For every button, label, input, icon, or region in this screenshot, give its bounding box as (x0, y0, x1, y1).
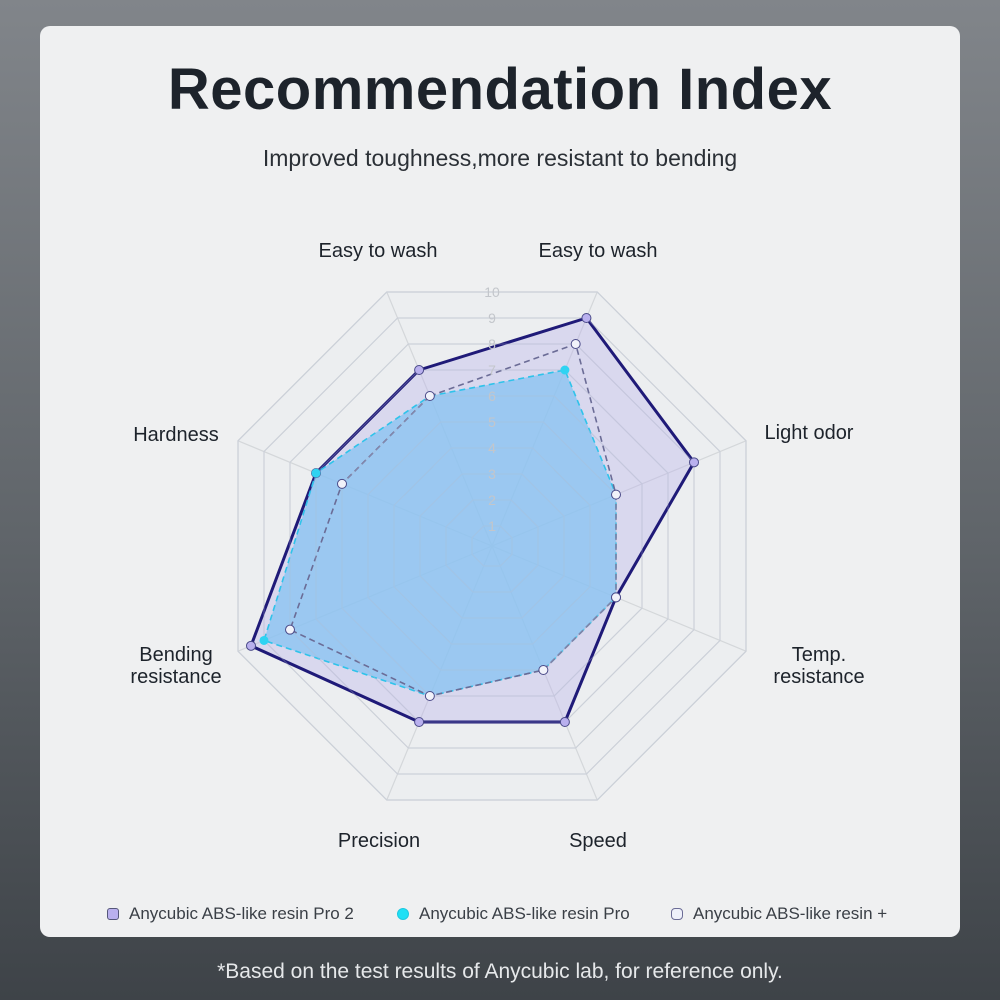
tick-label: 3 (488, 466, 496, 482)
axis-label-line: Bending (139, 644, 213, 666)
axis-label-line: resistance (130, 666, 222, 688)
legend-label: Anycubic ABS-like resin Pro (419, 904, 630, 923)
legend-label: Anycubic ABS-like resin Pro 2 (129, 904, 354, 923)
legend-swatch (671, 908, 683, 920)
axis-label-easy-to-wash-1: Easy to wash (318, 240, 438, 262)
data-point-series-3 (570, 339, 581, 349)
axis-label-hardness: Hardness (133, 424, 219, 446)
data-point-series-2 (311, 468, 321, 478)
data-point-series-3 (611, 592, 621, 603)
tick-label: 8 (488, 336, 496, 352)
axis-label-light-odor: Light odor (764, 422, 854, 444)
data-point-series-1 (559, 717, 570, 727)
grid-ring-overlay (419, 473, 565, 619)
data-point-series-3 (611, 489, 621, 500)
data-point-series-2 (560, 365, 570, 375)
grid-ring-overlay (237, 291, 747, 801)
legend-item-pro2: Anycubic ABS-like resin Pro 2 (107, 904, 354, 924)
grid-ring-overlay (445, 499, 539, 593)
grid-ring-overlay (289, 343, 695, 749)
data-point-series-3 (337, 478, 347, 489)
data-point-series-2 (259, 635, 269, 645)
legend-swatch (397, 908, 409, 920)
axis-label-bending-resistance: Bending resistance (130, 644, 221, 688)
tick-label: 7 (488, 362, 496, 378)
chart-title: Recommendation Index (167, 57, 833, 122)
grid-ring-overlay (471, 525, 513, 567)
data-point-series-1 (414, 717, 425, 727)
tick-label: 6 (488, 388, 496, 404)
grid-ring-overlay (393, 447, 591, 645)
grid-ring-overlay (341, 395, 643, 697)
legend-swatch (107, 908, 119, 920)
series-area-3 (289, 343, 617, 697)
grid-ring-overlay (263, 317, 721, 775)
legend-item-plus: Anycubic ABS-like resin + (671, 904, 887, 924)
series-area-2 (263, 369, 617, 697)
tick-label: 1 (488, 518, 496, 534)
data-point-series-1 (689, 457, 699, 468)
data-point-series-3 (424, 391, 435, 401)
tick-label: 2 (488, 492, 496, 508)
data-point-series-1 (246, 640, 256, 651)
tick-label: 5 (488, 414, 496, 430)
axis-label-temp-resistance: Temp. resistance (773, 644, 864, 688)
data-point-series-3 (424, 691, 435, 701)
axis-label-line: Temp. (791, 644, 847, 666)
tick-label: 4 (488, 440, 496, 456)
tick-label: 9 (488, 310, 496, 326)
data-point-series-1 (414, 365, 425, 375)
axis-label-line: resistance (773, 666, 865, 688)
axis-label-precision: Precision (337, 830, 421, 852)
legend-item-pro: Anycubic ABS-like resin Pro (397, 904, 630, 924)
chart-subtitle: Improved toughness,more resistant to ben… (262, 145, 738, 171)
axis-label-speed: Speed (569, 830, 627, 852)
legend-label: Anycubic ABS-like resin + (693, 904, 888, 923)
data-point-series-3 (285, 624, 295, 635)
footnote: *Based on the test results of Anycubic l… (217, 960, 783, 983)
data-point-series-1 (581, 313, 592, 323)
data-point-series-3 (538, 665, 549, 675)
axis-label-easy-to-wash-2: Easy to wash (538, 240, 658, 262)
tick-label: 10 (484, 284, 500, 300)
